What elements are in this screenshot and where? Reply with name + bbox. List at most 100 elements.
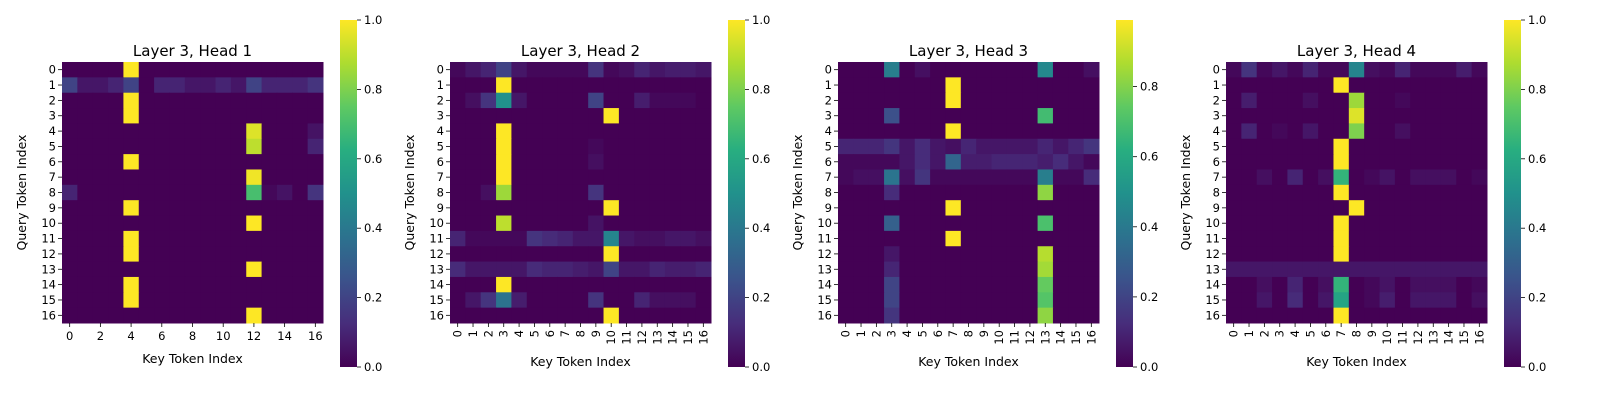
heatmap-cell [634, 92, 651, 109]
heatmap-cell [138, 184, 155, 201]
heatmap-cell [108, 292, 124, 309]
heatmap-cell [230, 230, 247, 247]
heatmap-cell [526, 154, 543, 170]
heatmap-cell [1052, 307, 1069, 324]
heatmap-cell [618, 215, 635, 232]
heatmap-cell [1302, 184, 1319, 201]
heatmap-cell [62, 138, 78, 155]
heatmap-cell [526, 62, 543, 78]
heatmap-cell [1302, 169, 1319, 186]
heatmap-cell [1037, 215, 1054, 232]
heatmap-cell [1256, 108, 1273, 124]
heatmap-cell [542, 292, 558, 309]
y-tick-label: 16 [1205, 308, 1220, 322]
heatmap-cell [526, 92, 543, 109]
heatmap-cell [960, 246, 977, 263]
heatmap-cell [123, 138, 140, 155]
x-tick-label: 5 [527, 330, 541, 337]
heatmap-cell [634, 261, 651, 278]
heatmap-cell [496, 200, 512, 217]
heatmap-cell [496, 292, 512, 309]
heatmap-cell [976, 307, 993, 324]
heatmap-cell [930, 123, 946, 140]
heatmap-cell [261, 154, 278, 170]
heatmap-cell [1241, 246, 1258, 263]
x-tick-label: 11 [1396, 330, 1410, 345]
heatmap-cell [154, 292, 170, 309]
heatmap-cell [92, 77, 109, 94]
heatmap-cell [695, 261, 712, 278]
heatmap-cell [1348, 123, 1365, 140]
heatmap-cell [1272, 184, 1288, 201]
heatmap-cell [1022, 246, 1039, 263]
heatmap-cell [154, 123, 170, 140]
x-tick-label: 2 [869, 330, 883, 337]
heatmap-cell [664, 215, 681, 232]
heatmap-cell [154, 261, 170, 278]
heatmap-cell [1037, 92, 1054, 109]
heatmap-cell [1440, 292, 1457, 309]
heatmap-cell [465, 108, 482, 124]
heatmap-cell [108, 77, 124, 94]
heatmap-cell [1410, 215, 1427, 232]
heatmap-cell [899, 261, 916, 278]
heatmap-cell [1302, 307, 1319, 324]
heatmap-cell [1425, 184, 1442, 201]
heatmap-cell [1333, 230, 1350, 247]
heatmap-cell [557, 169, 574, 186]
heatmap-cell [603, 169, 620, 186]
heatmap-cell [230, 62, 247, 78]
heatmap-cell [1348, 215, 1365, 232]
heatmap-cell [618, 307, 635, 324]
heatmap-cell [307, 77, 324, 94]
heatmap-cell [884, 62, 900, 78]
heatmap-cell [914, 215, 931, 232]
panel-title: Layer 3, Head 1 [133, 42, 252, 60]
x-tick-label: 13 [1038, 330, 1052, 345]
heatmap-cell [1037, 246, 1054, 263]
heatmap-cell [1226, 292, 1242, 309]
heatmap-cell [945, 169, 962, 186]
heatmap-cell [899, 138, 916, 155]
heatmap-cell [618, 77, 635, 94]
heatmap-cell [1410, 292, 1427, 309]
heatmap-cell [1256, 246, 1273, 263]
heatmap-cell [649, 154, 666, 170]
heatmap-cell [884, 276, 900, 293]
heatmap-cell [838, 184, 854, 201]
heatmap-cell [899, 200, 916, 217]
heatmap-cell [450, 92, 466, 109]
heatmap-cell [1318, 154, 1334, 170]
heatmap-cell [991, 215, 1008, 232]
heatmap-cell [1425, 276, 1442, 293]
heatmap-cell [588, 123, 605, 140]
heatmap-cell [976, 246, 993, 263]
heatmap-cell [1068, 246, 1085, 263]
heatmap-cell [1425, 154, 1442, 170]
y-tick-label: 15 [41, 293, 56, 307]
heatmap-cell [307, 92, 324, 109]
y-tick-label: 11 [41, 232, 56, 246]
heatmap-cell [1006, 184, 1023, 201]
heatmap-cell [92, 276, 109, 293]
heatmap-cell [1068, 169, 1085, 186]
heatmap-cell [1425, 246, 1442, 263]
heatmap-cell [1037, 200, 1054, 217]
heatmap-cell [695, 108, 712, 124]
y-tick-label: 8 [437, 186, 444, 200]
heatmap-cell [480, 246, 497, 263]
heatmap-cell [588, 246, 605, 263]
heatmap-cell [572, 215, 589, 232]
heatmap-cell [1287, 154, 1304, 170]
heatmap-cell [1456, 276, 1473, 293]
x-tick-label: 7 [558, 330, 572, 337]
heatmap-cell [62, 230, 78, 247]
y-tick-label: 1 [1213, 78, 1220, 92]
heatmap-cell [1006, 276, 1023, 293]
heatmap-cell [307, 108, 324, 124]
colorbar-tick-label: 0.0 [364, 360, 382, 374]
x-tick-label: 16 [308, 329, 323, 343]
heatmap-cell [914, 230, 931, 247]
heatmap-cell [1318, 215, 1334, 232]
heatmap-cell [838, 123, 854, 140]
